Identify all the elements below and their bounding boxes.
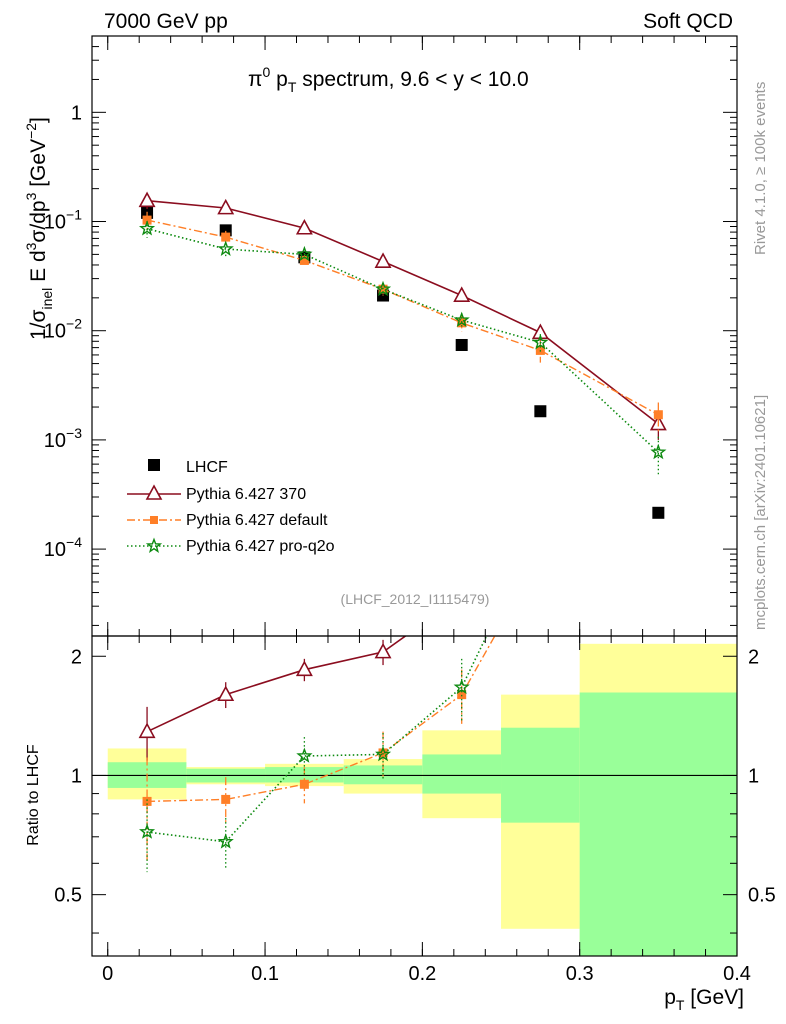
data-point-pq2o — [532, 334, 549, 350]
legend-label-lhcf: LHCF — [186, 459, 228, 476]
header-right: Soft QCD — [643, 10, 733, 33]
series-line-pq2o — [146, 227, 659, 453]
rivet-version-label: Rivet 4.1.0, ≥ 100k events — [752, 82, 769, 255]
x-axis-label: pT [GeV] — [664, 986, 744, 1013]
data-point-pdefault — [653, 410, 663, 420]
plot-title: π0 pT spectrum, 9.6 < y < 10.0 — [248, 64, 529, 95]
legend-marker-p370 — [145, 484, 163, 500]
ratio-frame — [91, 635, 738, 957]
ratio-point-pdefault — [457, 690, 467, 700]
main-y-tick-label: 10−3 — [44, 425, 82, 452]
ratio-point-p370 — [295, 660, 313, 677]
ratio-plot: 0.5 0.5 1 1 2 2 0 0.1 0.2 0.3 0.4 Ratio to LHCF pT… — [25, 483, 776, 1013]
legend: LHCF Pythia 6.427 370 Pythia 6.427 defau… — [127, 459, 335, 555]
data-point-pdefault — [142, 215, 152, 225]
data-point-lhcf — [652, 506, 665, 519]
ratio-point-pdefault — [378, 748, 388, 758]
main-y-tick-label: 10−2 — [44, 316, 82, 343]
main-y-tick-label: 1 — [71, 102, 82, 124]
legend-marker-lhcf — [148, 459, 160, 471]
mcplots-label: mcplots.cern.ch [arXiv:2401.10621] — [752, 395, 769, 630]
data-point-p370 — [453, 286, 471, 302]
ratio-point-pq2o — [453, 678, 470, 695]
legend-marker-pq2o — [145, 537, 163, 553]
ratio-point-pq2o — [139, 823, 156, 839]
data-point-pdefault — [378, 284, 388, 294]
ratio-y-tick-label-right: 1 — [748, 765, 759, 787]
legend-marker-pdefault — [150, 516, 158, 524]
ratio-point-p370 — [533, 483, 547, 496]
data-point-p370 — [295, 218, 313, 235]
ratio-y-tick-label-left: 2 — [71, 646, 82, 668]
main-plot: 1 10−1 10−2 10−3 10−4 π0 pT spectrum, 9.6 < … — [23, 35, 738, 637]
legend-label-pdefault: Pythia 6.427 default — [186, 512, 328, 529]
x-tick-label: 0.1 — [251, 963, 279, 985]
ratio-point-p370 — [138, 722, 156, 739]
data-point-pq2o — [217, 240, 234, 256]
ratio-y-tick-label-right: 0.5 — [748, 885, 776, 907]
ratio-point-pdefault — [142, 796, 152, 806]
header-left: 7000 GeV pp — [104, 10, 228, 33]
data-point-lhcf — [455, 338, 468, 351]
series-line-pdefault — [146, 219, 659, 416]
uncertainty-band-inner — [579, 692, 737, 956]
data-point-p370 — [217, 198, 235, 215]
data-point-lhcf — [534, 405, 547, 418]
main-y-tick-label: 10−1 — [44, 207, 82, 234]
main-y-axis-label: 1/σinel E d3σ/dp3 [GeV−2] — [23, 117, 55, 340]
ratio-y-tick-label-right: 2 — [748, 646, 759, 668]
main-y-tick-label: 10−4 — [44, 534, 82, 561]
x-tick-label: 0.4 — [723, 963, 751, 985]
ratio-y-tick-label-left: 1 — [71, 765, 82, 787]
data-point-pq2o — [650, 443, 667, 460]
ratio-point-pdefault — [299, 779, 309, 789]
ratio-point-pq2o — [534, 518, 546, 530]
data-point-p370 — [374, 252, 392, 268]
x-tick-label: 0 — [102, 963, 113, 985]
uncertainty-band-inner — [422, 754, 502, 794]
data-point-pq2o — [138, 220, 156, 236]
analysis-watermark: (LHCF_2012_I1115479) — [341, 591, 490, 607]
legend-label-pq2o: Pythia 6.427 pro-q2o — [186, 538, 335, 555]
data-point-pq2o — [296, 245, 313, 262]
data-point-pq2o — [453, 311, 470, 328]
ratio-point-p370 — [374, 642, 392, 659]
data-point-pdefault — [221, 232, 231, 242]
legend-label-p370: Pythia 6.427 370 — [186, 486, 306, 503]
ratio-point-p370 — [217, 685, 235, 702]
ratio-point-pq2o — [652, 549, 664, 561]
ratio-point-pq2o — [375, 745, 392, 762]
data-point-p370 — [138, 191, 156, 208]
data-point-pdefault — [299, 255, 309, 265]
ratio-point-pdefault — [221, 794, 231, 804]
x-tick-label: 0.2 — [408, 963, 436, 985]
ratio-point-pq2o — [296, 747, 313, 763]
ratio-y-tick-label-left: 0.5 — [54, 885, 82, 907]
ratio-point-pdefault — [536, 551, 545, 560]
ratio-point-pq2o — [217, 833, 234, 849]
data-point-pq2o — [375, 280, 392, 297]
ratio-y-axis-label: Ratio to LHCF — [25, 744, 42, 846]
x-tick-label: 0.3 — [566, 963, 594, 985]
